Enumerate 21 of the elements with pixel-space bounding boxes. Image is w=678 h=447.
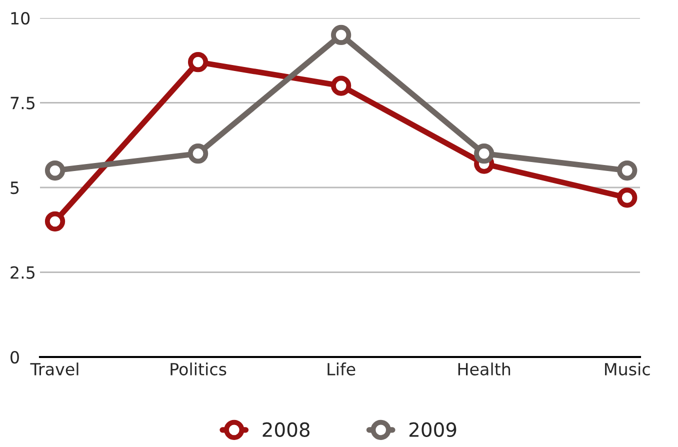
x-tick-label: Health	[458, 362, 510, 376]
point	[44, 160, 66, 181]
x-tick-label: Music	[605, 362, 650, 376]
y-tick-label: 2.5	[10, 266, 34, 279]
point	[617, 188, 638, 208]
y-tick-label: 10	[11, 12, 30, 25]
point	[188, 52, 208, 72]
point	[44, 211, 66, 232]
x-tick-label: Life	[328, 362, 356, 376]
point	[617, 160, 638, 181]
y-tick-label: 7.5	[10, 96, 34, 110]
legend-label: 2009	[409, 422, 456, 438]
point	[331, 76, 352, 96]
point	[331, 24, 352, 46]
point	[188, 144, 208, 164]
y-tick-label: 0	[10, 350, 19, 364]
x-tick-label: Travel	[30, 362, 78, 376]
x-tick-label: Politics	[170, 362, 226, 376]
y-tick-label: 5	[10, 182, 19, 194]
point	[474, 144, 494, 164]
legend-label: 2008	[262, 422, 310, 438]
